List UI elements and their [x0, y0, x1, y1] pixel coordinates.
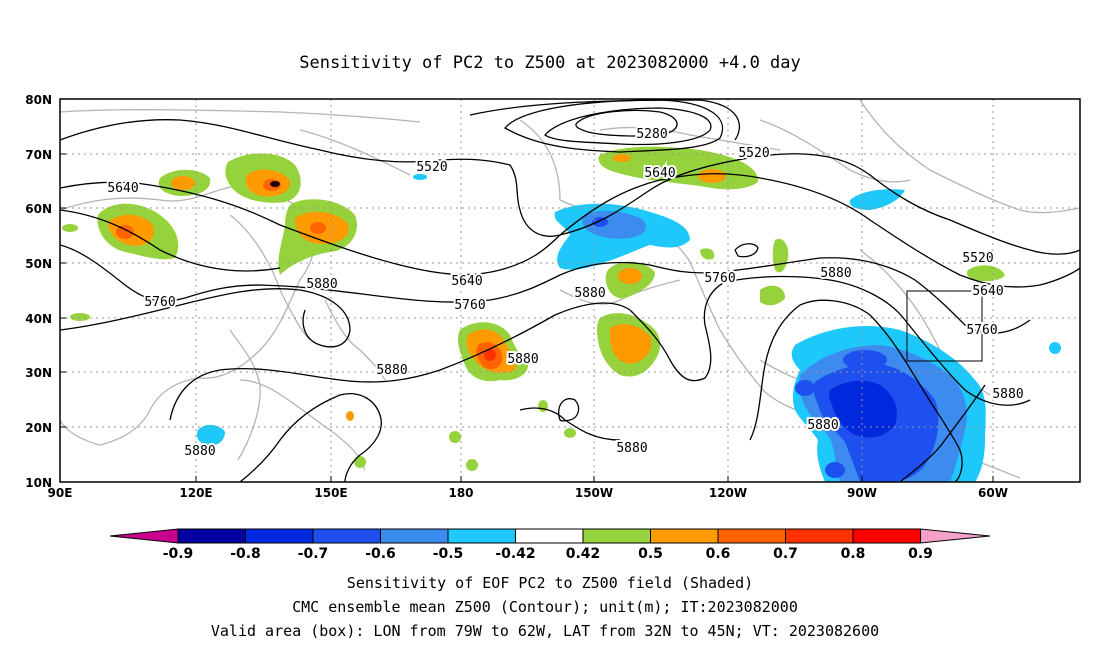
colorbar-tick-label: -0.42 — [495, 546, 535, 562]
lon-tick-label: 120E — [179, 486, 212, 500]
colorbar-box — [785, 528, 854, 544]
longitude-labels: 90E 120E 150E 180 150W 120W 90W 60W — [48, 486, 1008, 500]
latitude-labels: 80N 70N 60N 50N 40N 30N 20N 10N — [25, 93, 52, 490]
gridlines — [60, 99, 1080, 482]
colorbar: -0.9 -0.8 -0.7 -0.6 -0.5 -0.42 0.42 0.5 0.6 0.7 0.… — [109, 528, 991, 562]
contour-label: 5640 — [451, 274, 482, 289]
lon-tick-label: 150E — [314, 486, 347, 500]
contour-label: 5280 — [636, 127, 667, 142]
caption-line-1: Sensitivity of EOF PC2 to Z500 field (Sh… — [347, 574, 753, 592]
map-frame — [59, 98, 1081, 483]
contour-label: 5760 — [704, 271, 735, 286]
colorbar-tick-label: -0.7 — [298, 546, 329, 562]
contour-label: 5760 — [966, 323, 997, 338]
frame-ticks — [60, 153, 994, 482]
colorbar-tick-label: -0.8 — [230, 546, 261, 562]
colorbar-box — [312, 528, 381, 544]
colorbar-tick-label: 0.6 — [706, 546, 731, 562]
contour-labels: 5280 5520 5520 5640 5640 5520 5640 5640 … — [105, 125, 1025, 458]
contour-label: 5880 — [992, 387, 1023, 402]
lon-tick-label: 60W — [978, 486, 1008, 500]
contour-label: 5880 — [376, 363, 407, 378]
colorbar-tick-label: -0.9 — [163, 546, 194, 562]
contour-label: 5760 — [454, 298, 485, 313]
z500-contours — [60, 99, 1080, 482]
contour-label: 5640 — [972, 284, 1003, 299]
colorbar-box — [717, 528, 786, 544]
colorbar-tick-label: 0.9 — [908, 546, 933, 562]
contour-label: 5520 — [416, 160, 447, 175]
lon-tick-label: 180 — [448, 486, 473, 500]
contour-label: 5520 — [738, 146, 769, 161]
valid-area-box — [906, 290, 983, 362]
lat-tick-label: 10N — [25, 476, 52, 490]
map-title: Sensitivity of PC2 to Z500 at 2023082000… — [299, 53, 801, 73]
colorbar-box — [447, 528, 516, 544]
contour-label: 5880 — [507, 352, 538, 367]
lat-tick-label: 80N — [25, 93, 52, 107]
colorbar-tick-label: 0.42 — [566, 546, 601, 562]
lon-tick-label: 90E — [48, 486, 73, 500]
lat-tick-label: 30N — [25, 366, 52, 380]
lat-tick-label: 50N — [25, 257, 52, 271]
colorbar-tick-label: 0.8 — [841, 546, 866, 562]
contour-label: 5760 — [144, 295, 175, 310]
colorbar-box — [380, 528, 449, 544]
colorbar-tick-label: -0.5 — [433, 546, 464, 562]
colorbar-high-extension — [920, 528, 991, 544]
negative-sensitivity-regions — [196, 174, 1061, 482]
colorbar-tick-label: 0.5 — [638, 546, 663, 562]
colorbar-low-extension — [109, 528, 179, 544]
lon-tick-label: 150W — [575, 486, 613, 500]
lat-tick-label: 60N — [25, 202, 52, 216]
colorbar-box — [852, 528, 921, 544]
colorbar-box — [515, 528, 584, 544]
lat-tick-label: 20N — [25, 421, 52, 435]
lat-tick-label: 70N — [25, 148, 52, 162]
contour-label: 5880 — [616, 441, 647, 456]
caption-line-2: CMC ensemble mean Z500 (Contour); unit(m… — [292, 598, 798, 616]
colorbar-tick-label: 0.7 — [773, 546, 798, 562]
contour-label: 5880 — [820, 266, 851, 281]
contour-label: 5520 — [962, 251, 993, 266]
lon-tick-label: 120W — [709, 486, 747, 500]
caption-line-3: Valid area (box): LON from 79W to 62W, L… — [211, 622, 879, 640]
contour-label-extra: 5880 — [184, 444, 215, 459]
colorbar-box — [650, 528, 719, 544]
contour-label: 5640 — [107, 181, 138, 196]
contour-label: 5880 — [306, 277, 337, 292]
positive-sensitivity-regions — [62, 146, 1005, 471]
colorbar-tick-label: -0.6 — [365, 546, 396, 562]
contour-label: 5880 — [574, 286, 605, 301]
lat-tick-label: 40N — [25, 312, 52, 326]
contour-label: 5880 — [807, 418, 838, 433]
colorbar-box — [177, 528, 246, 544]
colorbar-box — [582, 528, 651, 544]
lon-tick-label: 90W — [847, 486, 877, 500]
colorbar-box — [245, 528, 314, 544]
contour-label: 5640 — [644, 166, 675, 181]
